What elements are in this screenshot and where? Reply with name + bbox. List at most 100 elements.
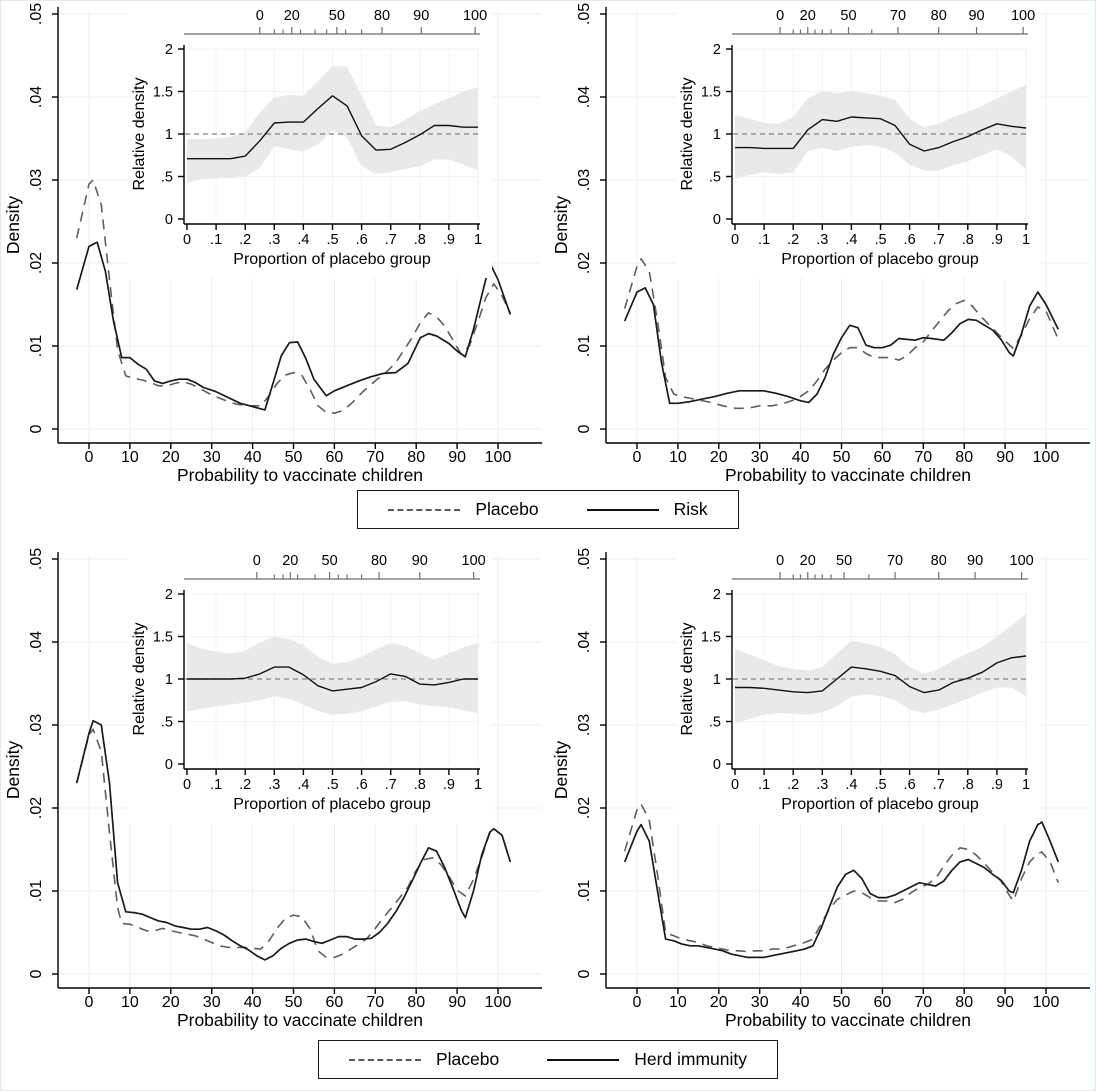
svg-text:60: 60 <box>326 449 344 466</box>
svg-text:.03: .03 <box>28 714 45 736</box>
series-placebo <box>75 179 512 414</box>
svg-text:.04: .04 <box>28 86 45 108</box>
series-risk <box>623 287 1060 405</box>
panel-bottom-left: 0 10 20 30 40 50 60 70 80 90 100 0.01.02.03.04.05 Pr… <box>1 546 549 1038</box>
svg-text:.5: .5 <box>709 715 721 731</box>
svg-text:Density: Density <box>3 196 23 255</box>
svg-text:.04: .04 <box>576 86 593 108</box>
svg-text:90: 90 <box>413 8 429 24</box>
svg-text:Density: Density <box>3 741 23 800</box>
svg-text:.5: .5 <box>874 232 886 248</box>
svg-text:40: 40 <box>792 994 810 1011</box>
svg-text:30: 30 <box>203 994 221 1011</box>
svg-text:1: 1 <box>165 672 173 688</box>
svg-text:0: 0 <box>576 424 593 433</box>
svg-text:.4: .4 <box>845 232 857 248</box>
svg-text:10: 10 <box>669 449 687 466</box>
svg-text:1: 1 <box>1022 777 1030 793</box>
svg-text:1: 1 <box>1022 232 1030 248</box>
svg-text:30: 30 <box>203 449 221 466</box>
svg-text:.7: .7 <box>385 232 397 248</box>
legend-risk-row: Placebo Risk <box>1 490 1095 529</box>
legend-label-herd-immunity: Herd immunity <box>634 1049 748 1069</box>
relative-density-curve <box>735 116 1027 152</box>
svg-text:Density: Density <box>551 741 571 800</box>
svg-text:.3: .3 <box>816 777 828 793</box>
svg-text:Density: Density <box>551 196 571 255</box>
svg-text:.6: .6 <box>356 777 368 793</box>
svg-text:Probability to vaccinate child: Probability to vaccinate children <box>725 1010 971 1030</box>
svg-text:.05: .05 <box>28 3 45 25</box>
svg-text:.2: .2 <box>239 777 251 793</box>
svg-text:.3: .3 <box>816 232 828 248</box>
svg-text:.05: .05 <box>576 548 593 570</box>
svg-text:50: 50 <box>329 8 345 24</box>
svg-text:.9: .9 <box>991 232 1003 248</box>
svg-text:90: 90 <box>412 553 428 569</box>
svg-text:80: 80 <box>374 8 390 24</box>
legend-label-placebo: Placebo <box>475 499 539 519</box>
svg-text:0: 0 <box>576 969 593 978</box>
svg-text:50: 50 <box>836 553 852 569</box>
svg-text:90: 90 <box>448 449 466 466</box>
series-risk <box>75 241 512 411</box>
svg-text:0: 0 <box>85 994 94 1011</box>
svg-text:2: 2 <box>713 42 721 58</box>
svg-text:Relative density: Relative density <box>679 78 696 191</box>
svg-text:90: 90 <box>996 449 1014 466</box>
svg-text:0: 0 <box>776 8 784 24</box>
svg-text:Relative density: Relative density <box>131 623 148 736</box>
svg-text:.4: .4 <box>297 777 309 793</box>
svg-text:60: 60 <box>874 449 892 466</box>
svg-text:.7: .7 <box>933 777 945 793</box>
svg-text:.02: .02 <box>576 252 593 274</box>
svg-text:70: 70 <box>887 553 903 569</box>
svg-text:0: 0 <box>253 553 261 569</box>
svg-text:30: 30 <box>751 449 769 466</box>
svg-text:.2: .2 <box>239 232 251 248</box>
svg-text:.02: .02 <box>28 252 45 274</box>
svg-text:100: 100 <box>485 449 512 466</box>
svg-text:1.5: 1.5 <box>153 85 173 101</box>
svg-text:100: 100 <box>1033 994 1060 1011</box>
svg-text:10: 10 <box>121 449 139 466</box>
svg-text:.4: .4 <box>845 777 857 793</box>
svg-text:.5: .5 <box>161 170 173 186</box>
confidence-band <box>735 613 1026 724</box>
svg-text:.3: .3 <box>268 777 280 793</box>
legend-box-herd-immunity: Placebo Herd immunity <box>317 1040 779 1079</box>
chart-svg-top-left: 0 10 20 30 40 50 60 70 80 90 1000.01.02.03.04.05Pr… <box>3 1 542 485</box>
svg-text:50: 50 <box>833 449 851 466</box>
svg-text:20: 20 <box>800 8 816 24</box>
svg-text:.1: .1 <box>758 777 770 793</box>
svg-text:20: 20 <box>162 449 180 466</box>
svg-text:0: 0 <box>165 212 173 228</box>
svg-text:90: 90 <box>968 8 984 24</box>
svg-text:0: 0 <box>28 424 45 433</box>
svg-text:2: 2 <box>713 587 721 603</box>
svg-text:50: 50 <box>285 449 303 466</box>
svg-text:80: 80 <box>931 8 947 24</box>
svg-text:90: 90 <box>448 994 466 1011</box>
svg-text:.6: .6 <box>904 777 916 793</box>
svg-text:80: 80 <box>955 994 973 1011</box>
legend-herd-immunity-row: Placebo Herd immunity <box>1 1040 1095 1079</box>
svg-text:20: 20 <box>800 553 816 569</box>
svg-text:.03: .03 <box>28 169 45 191</box>
svg-text:80: 80 <box>955 449 973 466</box>
svg-text:Probability to vaccinate child: Probability to vaccinate children <box>725 465 971 485</box>
relative-density-curve <box>735 655 1027 694</box>
svg-text:70: 70 <box>914 994 932 1011</box>
relative-density-curve <box>187 666 478 692</box>
svg-text:.05: .05 <box>576 3 593 25</box>
svg-text:.9: .9 <box>443 777 455 793</box>
svg-text:1: 1 <box>165 127 173 143</box>
svg-text:Relative density: Relative density <box>679 623 696 736</box>
svg-text:.2: .2 <box>787 777 799 793</box>
svg-text:20: 20 <box>710 994 728 1011</box>
svg-text:.8: .8 <box>962 777 974 793</box>
svg-text:100: 100 <box>463 8 487 24</box>
svg-text:0: 0 <box>85 449 94 466</box>
svg-text:.8: .8 <box>962 232 974 248</box>
